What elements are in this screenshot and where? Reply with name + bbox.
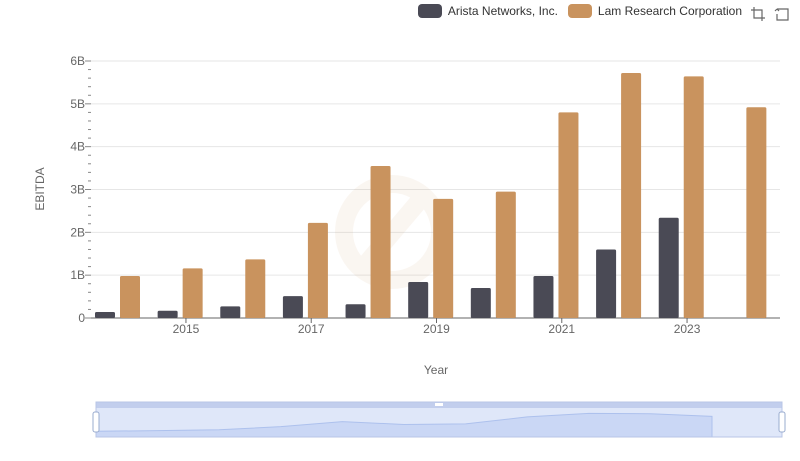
bar-arista xyxy=(220,306,241,318)
bar-lam xyxy=(245,259,266,318)
y-tick-label: 3B xyxy=(70,183,85,197)
y-tick-label: 2B xyxy=(70,225,85,239)
x-tick-label: 2019 xyxy=(423,322,450,336)
data-zoom-handle-left xyxy=(92,411,100,433)
x-axis: 2015 2017 2019 2021 2023 xyxy=(91,317,780,336)
legend: Arista Networks, Inc. Lam Research Corpo… xyxy=(417,4,742,18)
bar-arista xyxy=(408,282,429,318)
bar-lam xyxy=(370,165,391,318)
bars-group xyxy=(95,72,767,319)
x-tick-label: 2017 xyxy=(298,322,325,336)
bar-arista xyxy=(533,276,554,318)
legend-item-lam[interactable]: Lam Research Corporation xyxy=(567,4,742,18)
bar-lam xyxy=(558,112,579,319)
bar-lam xyxy=(433,198,454,318)
y-tick-label: 0 xyxy=(78,311,85,325)
y-tick-label: 4B xyxy=(70,140,85,154)
y-tick-label: 1B xyxy=(70,268,85,282)
bar-arista xyxy=(282,296,303,318)
data-zoom-slider[interactable] xyxy=(92,401,786,438)
legend-swatch-lam xyxy=(567,4,592,18)
zoom-icon[interactable] xyxy=(750,6,766,22)
bar-arista xyxy=(470,288,491,318)
bar-lam xyxy=(495,191,516,318)
bar-lam xyxy=(120,276,140,318)
y-axis: 0 1B 2B 3B 4B 5B 6B xyxy=(70,54,91,325)
data-zoom-grip xyxy=(435,403,443,406)
x-axis-title: Year xyxy=(424,363,448,377)
y-axis-title: EBITDA xyxy=(33,167,47,210)
legend-label-arista: Arista Networks, Inc. xyxy=(447,4,558,18)
data-zoom-preview xyxy=(95,412,713,438)
bar-arista xyxy=(658,217,679,318)
x-tick-label: 2021 xyxy=(548,322,575,336)
bar-lam xyxy=(182,268,203,318)
y-tick-label: 6B xyxy=(70,54,85,68)
y-tick-label: 5B xyxy=(70,97,85,111)
toolbox xyxy=(750,6,790,22)
bar-lam xyxy=(683,76,704,318)
legend-swatch-arista xyxy=(417,4,442,18)
bar-lam xyxy=(307,222,328,318)
data-zoom-handle-right xyxy=(778,411,786,433)
legend-label-lam: Lam Research Corporation xyxy=(597,4,742,18)
x-tick-label: 2015 xyxy=(173,322,200,336)
bar-lam xyxy=(621,72,642,318)
legend-item-arista[interactable]: Arista Networks, Inc. xyxy=(417,4,558,18)
bar-arista xyxy=(157,310,178,318)
bar-lam xyxy=(746,107,767,318)
bar-arista xyxy=(95,312,115,318)
bar-arista xyxy=(345,304,366,318)
data-zoom-window xyxy=(95,401,783,438)
bar-arista xyxy=(596,249,617,318)
x-tick-label: 2023 xyxy=(674,322,701,336)
restore-icon[interactable] xyxy=(774,6,790,22)
